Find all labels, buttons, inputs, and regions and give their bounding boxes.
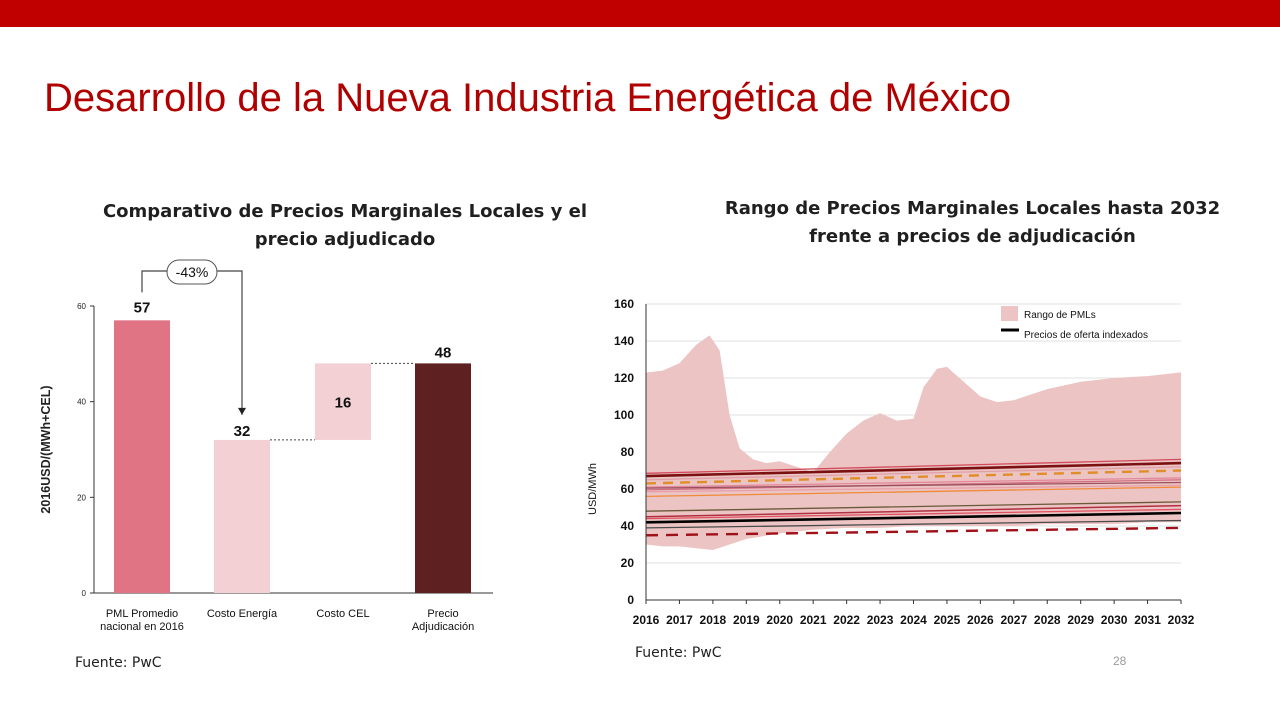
price-series-line (645, 461, 1182, 478)
source-note-left: Fuente: PwC (75, 655, 162, 671)
legend-swatch-band (1001, 306, 1018, 321)
y-tick-label: 40 (621, 519, 635, 533)
x-tick-label: 2017 (666, 613, 693, 627)
pml-range-band (646, 335, 1181, 550)
x-tick-label: 2030 (1101, 613, 1128, 627)
y-tick-label: 80 (621, 445, 635, 459)
y-tick-label: 120 (614, 371, 634, 385)
price-series-line (645, 481, 1182, 489)
annotation-label: -43% (176, 264, 209, 280)
x-tick-label: 2027 (1000, 613, 1027, 627)
data-label: 57 (134, 299, 151, 316)
price-series-line (645, 508, 1182, 520)
y-tick-label: 40 (77, 398, 86, 407)
x-tick-label: 2020 (766, 613, 793, 627)
price-series-line (645, 501, 1182, 512)
x-tick-label: 2018 (700, 613, 727, 627)
y-tick-label: 20 (621, 556, 635, 570)
price-series-line (645, 469, 1182, 485)
y-tick-label: 60 (621, 482, 635, 496)
y-tick-label: 0 (627, 593, 634, 607)
x-category-label: Costo Energía (207, 608, 278, 620)
x-category-label: Adjudicación (412, 621, 474, 633)
price-series-line (645, 458, 1182, 474)
page-number: 28 (1113, 654, 1127, 668)
legend-label: Rango de PMLs (1024, 310, 1096, 321)
x-category-label: PML Promedio (106, 608, 178, 620)
price-series-line (645, 511, 1182, 524)
price-series-line (645, 477, 1182, 488)
data-label: 48 (435, 344, 452, 361)
x-tick-label: 2032 (1168, 613, 1195, 627)
x-tick-label: 2022 (833, 613, 860, 627)
price-series-line (645, 526, 1182, 537)
y-tick-label: 160 (614, 297, 634, 311)
price-series-line (645, 486, 1182, 498)
source-note-right: Fuente: PwC (635, 645, 722, 661)
waterfall-chart-title: Comparativo de Precios Marginales Locale… (102, 201, 588, 250)
y-tick-label: 0 (82, 589, 87, 598)
x-tick-label: 2023 (867, 613, 894, 627)
y-tick-label: 100 (614, 408, 634, 422)
waterfall-bar (214, 439, 270, 593)
range-chart-title: Rango de Precios Marginales Locales hast… (724, 198, 1221, 247)
x-tick-label: 2025 (934, 613, 961, 627)
data-label: 16 (335, 395, 352, 412)
waterfall-bar (415, 363, 471, 593)
y-tick-label: 20 (77, 493, 86, 502)
price-series-line (645, 466, 1182, 481)
x-tick-label: 2031 (1134, 613, 1161, 627)
x-category-label: nacional en 2016 (100, 621, 184, 633)
price-series-line (645, 484, 1182, 493)
x-tick-label: 2016 (633, 613, 660, 627)
x-category-label: Precio (427, 608, 458, 620)
y-tick-label: 140 (614, 334, 634, 348)
arrowhead-icon (238, 407, 246, 415)
legend-label: Precios de oferta indexados (1024, 330, 1148, 341)
x-tick-label: 2021 (800, 613, 827, 627)
y-axis-label: USD/MWh (587, 463, 599, 515)
data-label: 32 (234, 423, 251, 440)
price-series-line (645, 504, 1182, 518)
x-tick-label: 2028 (1034, 613, 1061, 627)
x-tick-label: 2019 (733, 613, 760, 627)
x-category-label: Costo CEL (316, 608, 369, 620)
y-tick-label: 60 (77, 302, 86, 311)
price-series-line (645, 519, 1182, 529)
waterfall-chart: 0 20 40 60 2016USD/(MWh+CEL) 57 32 16 48 PML Prom… (39, 259, 493, 633)
x-tick-label: 2029 (1067, 613, 1094, 627)
waterfall-bar (315, 363, 371, 440)
waterfall-bar (114, 320, 170, 593)
annotation-pill (166, 259, 218, 285)
slide-title: Desarrollo de la Nueva Industria Energét… (44, 76, 1012, 120)
top-accent-bar (0, 0, 1280, 27)
x-tick-label: 2026 (967, 613, 994, 627)
y-axis-label: 2016USD/(MWh+CEL) (39, 385, 53, 513)
x-tick-label: 2024 (900, 613, 927, 627)
